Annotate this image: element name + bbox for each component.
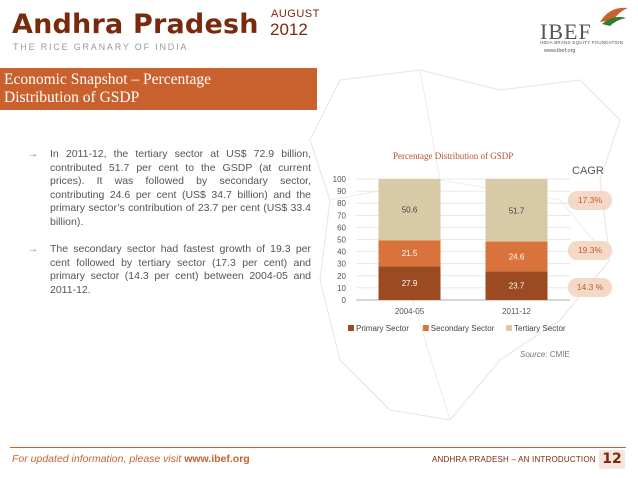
bullet-item: → The secondary sector had fastest growt… [28,243,311,297]
report-year: 2012 [270,20,308,39]
bullet-list: → In 2011-12, the tertiary sector at US$… [28,148,311,311]
bullet-text: In 2011-12, the tertiary sector at US$ 7… [50,148,311,228]
section-banner: Economic Snapshot – Percentage Distribut… [0,68,317,110]
bar-segment [378,179,441,241]
y-tick-label: 80 [337,199,346,208]
footer-info-text: For updated information, please visit [12,453,185,465]
data-label: 51.7 [509,206,525,215]
cagr-primary-badge: 14.3 % [568,278,612,297]
y-tick-label: 60 [337,223,346,232]
footer-link[interactable]: www.ibef.org [184,453,250,465]
legend-swatch [422,325,429,331]
bar-segment [485,241,548,272]
legend-label: Primary Sector [356,324,409,333]
x-tick-label: 2004-05 [395,307,425,316]
cagr-label: CAGR [572,165,604,177]
logo-subtitle: INDIA BRAND EQUITY FOUNDATION [540,40,624,45]
bar-segment [378,266,441,300]
y-tick-label: 0 [342,296,347,305]
y-tick-label: 100 [333,175,347,184]
gsdp-stacked-bar-chart: 0 10 20 30 40 50 60 70 80 90 100 27.9 21.5 50.6 2004-0… [333,175,570,333]
bar-segment [485,179,548,242]
legend-swatch [348,325,354,331]
data-label: 21.5 [402,249,418,258]
logo-text: IBEF [540,19,592,44]
footer-divider [10,447,626,471]
y-tick-label: 10 [337,284,346,293]
legend-swatch [506,325,512,331]
state-title: Andhra Pradesh [12,9,259,40]
arrow-icon: → [28,149,38,160]
legend-label: Tertiary Sector [514,324,566,333]
logo-url[interactable]: www.ibef.org [544,48,576,54]
x-tick-label: 2011-12 [502,307,531,316]
ibef-logo-icon [600,7,628,26]
cagr-tertiary-badge: 17.3% [568,191,612,210]
source-label: Source: [520,350,548,359]
footer-section-title: ANDHRA PRADESH – AN INTRODUCTION [432,455,596,464]
data-label: 23.7 [509,282,525,291]
source-note: Source: CMIE [520,350,570,359]
chart-title: Percentage Distribution of GSDP [393,151,514,161]
data-label: 24.6 [509,252,525,261]
y-tick-label: 30 [337,260,346,269]
section-title: Economic Snapshot – Percentage Distribut… [4,71,211,107]
y-tick-label: 20 [337,272,346,281]
source-value: CMIE [549,350,570,359]
page-number: 12 [599,450,625,469]
cagr-secondary-badge: 19.3% [568,241,612,260]
bullet-text: The secondary sector had fastest growth … [50,243,311,296]
y-tick-label: 90 [337,187,346,196]
y-tick-label: 50 [337,236,346,245]
y-tick-label: 70 [337,211,346,220]
arrow-icon: → [28,244,38,255]
bullet-item: → In 2011-12, the tertiary sector at US$… [28,148,311,229]
state-subtitle: THE RICE GRANARY OF INDIA [13,42,189,52]
section-title-line2: Distribution of GSDP [4,89,140,106]
report-month: AUGUST [271,8,320,20]
footer-info: For updated information, please visit ww… [12,453,250,465]
bar-segment [378,240,441,267]
data-label: 27.9 [402,279,418,288]
bar-segment [485,271,548,300]
section-title-line1: Economic Snapshot – Percentage [4,71,212,88]
data-label: 50.6 [402,206,418,215]
legend-label: Secondary Sector [431,324,495,333]
y-tick-label: 40 [337,248,346,257]
